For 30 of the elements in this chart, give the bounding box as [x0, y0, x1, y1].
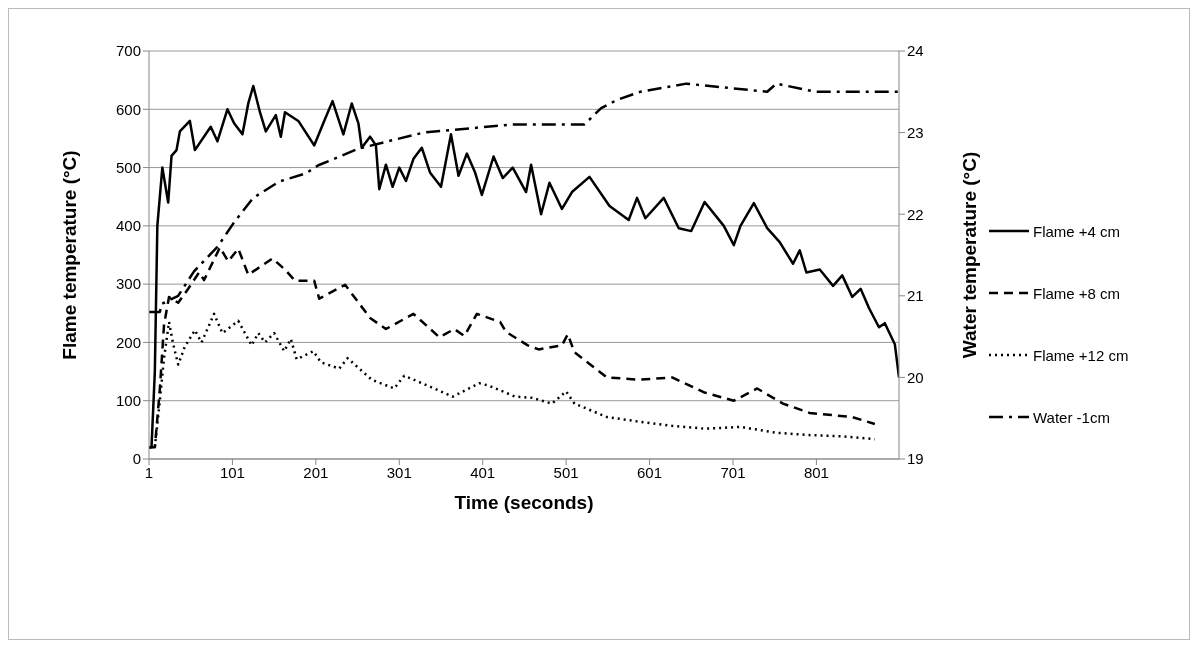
y-tick-label: 200 [115, 333, 141, 351]
x-axis-title: Time (seconds) [454, 492, 594, 513]
y-tick-label: 500 [115, 158, 141, 176]
y2-tick-label: 24 [907, 42, 924, 60]
x-tick-label: 701 [720, 463, 746, 481]
y2-tick-label: 23 [907, 123, 924, 141]
y2-axis-title: Water temperature (°C) [958, 151, 980, 359]
y2-tick-label: 22 [907, 205, 924, 223]
x-tick-label: 501 [553, 463, 579, 481]
y-tick-label: 600 [115, 100, 141, 118]
x-tick-label: 201 [303, 463, 329, 481]
x-tick-label: 101 [219, 463, 245, 481]
x-tick-label: 1 [144, 463, 154, 481]
x-tick-label: 301 [386, 463, 412, 481]
y-tick-label: 300 [115, 275, 141, 293]
y2-tick-label: 21 [907, 287, 924, 305]
x-tick-label: 401 [470, 463, 496, 481]
x-tick-label: 601 [637, 463, 663, 481]
y-tick-label: 700 [115, 42, 141, 60]
legend-label: Flame +4 cm [1033, 222, 1121, 240]
y2-tick-label: 19 [907, 450, 924, 468]
y-tick-label: 0 [132, 450, 141, 468]
x-tick-label: 801 [803, 463, 829, 481]
y-tick-label: 100 [115, 392, 141, 410]
y-axis-title: Flame temperature (°C) [58, 150, 80, 360]
y2-tick-label: 20 [907, 368, 924, 386]
legend-label: Flame +12 cm [1033, 346, 1129, 364]
y-tick-label: 400 [115, 217, 141, 235]
legend-label: Water -1cm [1033, 408, 1110, 426]
legend-label: Flame +8 cm [1033, 284, 1121, 302]
